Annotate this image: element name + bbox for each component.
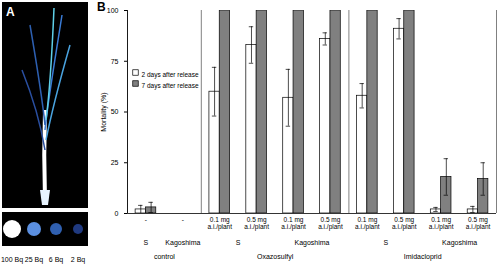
svg-text:6 Bq: 6 Bq [49, 256, 64, 264]
svg-text:Imidacloprid: Imidacloprid [404, 253, 442, 261]
svg-text:-: - [182, 216, 184, 223]
svg-text:S: S [144, 239, 149, 246]
svg-text:Kagoshima: Kagoshima [165, 239, 200, 247]
svg-text:Kagoshima: Kagoshima [442, 239, 477, 247]
svg-text:25 Bq: 25 Bq [25, 256, 43, 264]
svg-text:0.5 mga.i./plant: 0.5 mga.i./plant [318, 216, 343, 231]
svg-text:0.1 mga.i./plant: 0.1 mga.i./plant [429, 216, 454, 231]
svg-text:Mortality (%): Mortality (%) [100, 92, 108, 131]
svg-text:7 days after release: 7 days after release [142, 82, 199, 90]
svg-text:Kagoshima: Kagoshima [294, 239, 329, 247]
svg-text:0.1 mga.i./plant: 0.1 mga.i./plant [281, 216, 306, 231]
svg-text:100 Bq: 100 Bq [1, 256, 23, 264]
svg-text:100: 100 [107, 7, 119, 14]
svg-text:0.5 mga.i./plant: 0.5 mga.i./plant [392, 216, 417, 231]
svg-text:0.5 mga.i./plant: 0.5 mga.i./plant [466, 216, 491, 231]
svg-text:S: S [383, 239, 388, 246]
svg-text:control: control [154, 253, 175, 260]
svg-text:Oxazosulfyl: Oxazosulfyl [257, 253, 294, 261]
svg-text:75: 75 [111, 57, 119, 64]
html-text:B: B [97, 0, 106, 14]
svg-text:0: 0 [115, 210, 119, 217]
svg-text:0.1 mga.i./plant: 0.1 mga.i./plant [355, 216, 380, 231]
svg-text:0.1 mga.i./plant: 0.1 mga.i./plant [207, 216, 232, 231]
svg-text:0.5 mga.i./plant: 0.5 mga.i./plant [244, 216, 269, 231]
svg-text:2 days after release: 2 days after release [142, 71, 199, 79]
svg-text:A: A [6, 5, 15, 19]
svg-text:2 Bq: 2 Bq [71, 256, 86, 264]
svg-text:-: - [145, 216, 147, 223]
svg-text:50: 50 [111, 108, 119, 115]
svg-text:S: S [236, 239, 241, 246]
svg-text:25: 25 [111, 159, 119, 166]
